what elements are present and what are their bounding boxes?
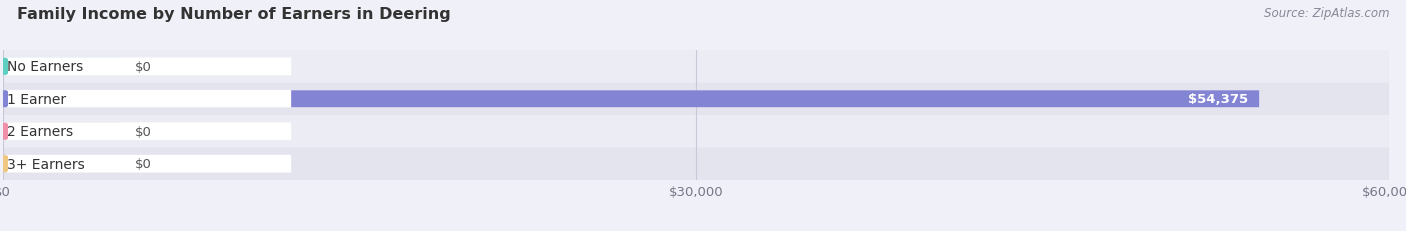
Text: 1 Earner: 1 Earner xyxy=(7,92,66,106)
FancyBboxPatch shape xyxy=(7,58,291,76)
FancyBboxPatch shape xyxy=(7,91,291,108)
Text: No Earners: No Earners xyxy=(7,60,83,74)
FancyBboxPatch shape xyxy=(3,91,1260,108)
Text: $0: $0 xyxy=(135,61,152,73)
FancyBboxPatch shape xyxy=(7,155,291,173)
FancyBboxPatch shape xyxy=(3,148,1389,180)
Text: 2 Earners: 2 Earners xyxy=(7,125,73,139)
FancyBboxPatch shape xyxy=(3,116,1389,148)
Text: 3+ Earners: 3+ Earners xyxy=(7,157,84,171)
FancyBboxPatch shape xyxy=(7,123,291,140)
FancyBboxPatch shape xyxy=(3,156,121,172)
FancyBboxPatch shape xyxy=(3,59,121,75)
Text: Source: ZipAtlas.com: Source: ZipAtlas.com xyxy=(1264,7,1389,20)
FancyBboxPatch shape xyxy=(3,51,1389,83)
Text: $0: $0 xyxy=(135,158,152,170)
FancyBboxPatch shape xyxy=(3,123,121,140)
Text: Family Income by Number of Earners in Deering: Family Income by Number of Earners in De… xyxy=(17,7,450,22)
Text: $54,375: $54,375 xyxy=(1188,93,1249,106)
FancyBboxPatch shape xyxy=(3,83,1389,116)
Text: $0: $0 xyxy=(135,125,152,138)
